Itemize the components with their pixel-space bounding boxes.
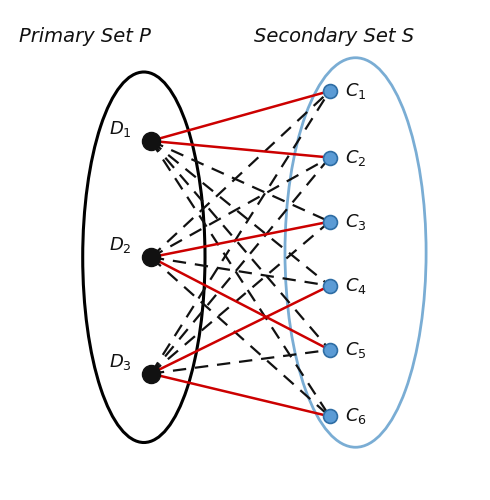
Text: $C_5$: $C_5$ <box>345 340 367 360</box>
Text: $C_2$: $C_2$ <box>345 148 366 168</box>
Text: $D_1$: $D_1$ <box>109 119 132 139</box>
Text: Primary Set P: Primary Set P <box>19 27 151 46</box>
Text: $C_3$: $C_3$ <box>345 212 367 232</box>
Text: Secondary Set S: Secondary Set S <box>254 27 415 46</box>
Text: $D_3$: $D_3$ <box>109 352 132 372</box>
Text: $C_4$: $C_4$ <box>344 276 367 295</box>
Text: $D_2$: $D_2$ <box>109 236 132 256</box>
Text: $C_1$: $C_1$ <box>345 81 366 101</box>
Text: $C_6$: $C_6$ <box>344 406 367 426</box>
